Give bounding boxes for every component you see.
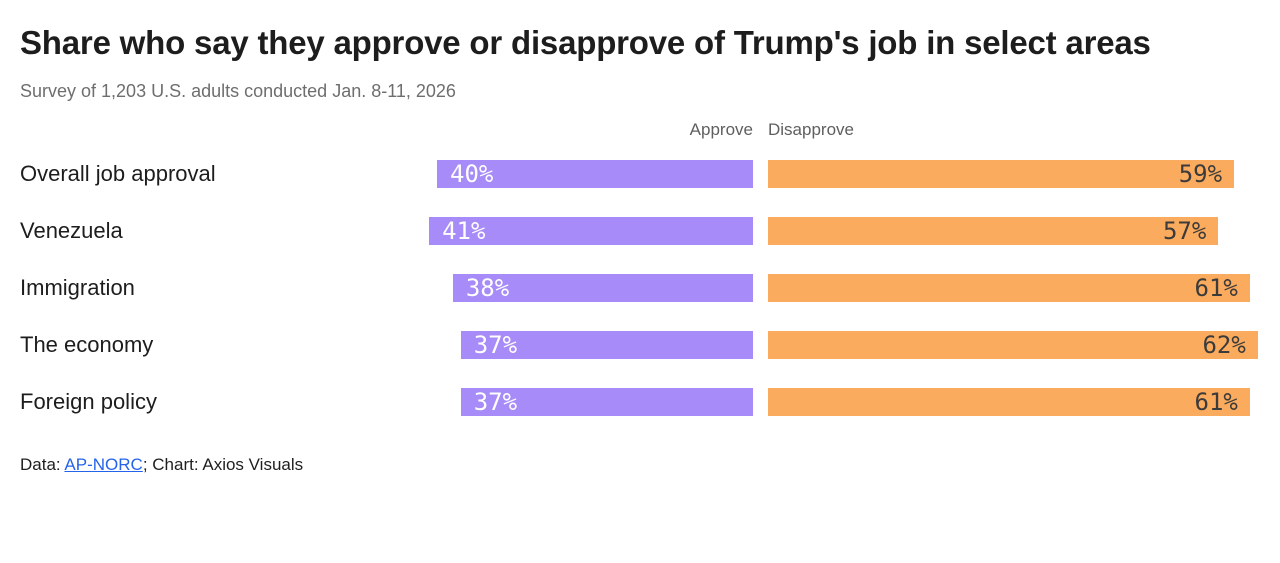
chart-row: Venezuela 41% 57% bbox=[20, 207, 1260, 254]
disapprove-bar: 62% bbox=[768, 330, 1258, 359]
approve-bar: 37% bbox=[460, 387, 753, 416]
legend-approve-label: Approve bbox=[689, 120, 753, 139]
category-label: Overall job approval bbox=[20, 160, 216, 186]
category-label: Immigration bbox=[20, 274, 135, 300]
source-link[interactable]: AP-NORC bbox=[64, 455, 143, 474]
legend-disapprove-label: Disapprove bbox=[768, 120, 854, 139]
chart-title: Share who say they approve or disapprove… bbox=[20, 24, 1151, 61]
chart-subtitle: Survey of 1,203 U.S. adults conducted Ja… bbox=[20, 81, 456, 101]
category-label: Foreign policy bbox=[20, 388, 157, 414]
chart-row: Immigration 38% 61% bbox=[20, 264, 1260, 311]
disapprove-bar: 57% bbox=[768, 216, 1219, 245]
source-suffix: ; Chart: Axios Visuals bbox=[142, 455, 304, 474]
source-prefix: Data: bbox=[20, 455, 65, 474]
approve-bar: 38% bbox=[452, 273, 753, 302]
disapprove-bar: 61% bbox=[768, 273, 1250, 302]
chart-row: Overall job approval 40% 59% bbox=[20, 150, 1260, 197]
approve-bar: 41% bbox=[429, 216, 753, 245]
chart-row: The economy 37% 62% bbox=[20, 321, 1260, 368]
category-label: The economy bbox=[20, 331, 154, 357]
legend: Approve Disapprove bbox=[20, 120, 1260, 140]
disapprove-bar: 61% bbox=[768, 387, 1250, 416]
category-label: Venezuela bbox=[20, 217, 123, 243]
approve-bar: 37% bbox=[460, 330, 753, 359]
disapprove-bar: 59% bbox=[768, 159, 1235, 188]
chart-row: Foreign policy 37% 61% bbox=[20, 378, 1260, 425]
source-line: Data: AP-NORC; Chart: Axios Visuals bbox=[20, 455, 1260, 475]
approve-bar: 40% bbox=[437, 159, 753, 188]
bar-chart: Overall job approval 40% 59% Venezuela 4… bbox=[20, 150, 1260, 425]
